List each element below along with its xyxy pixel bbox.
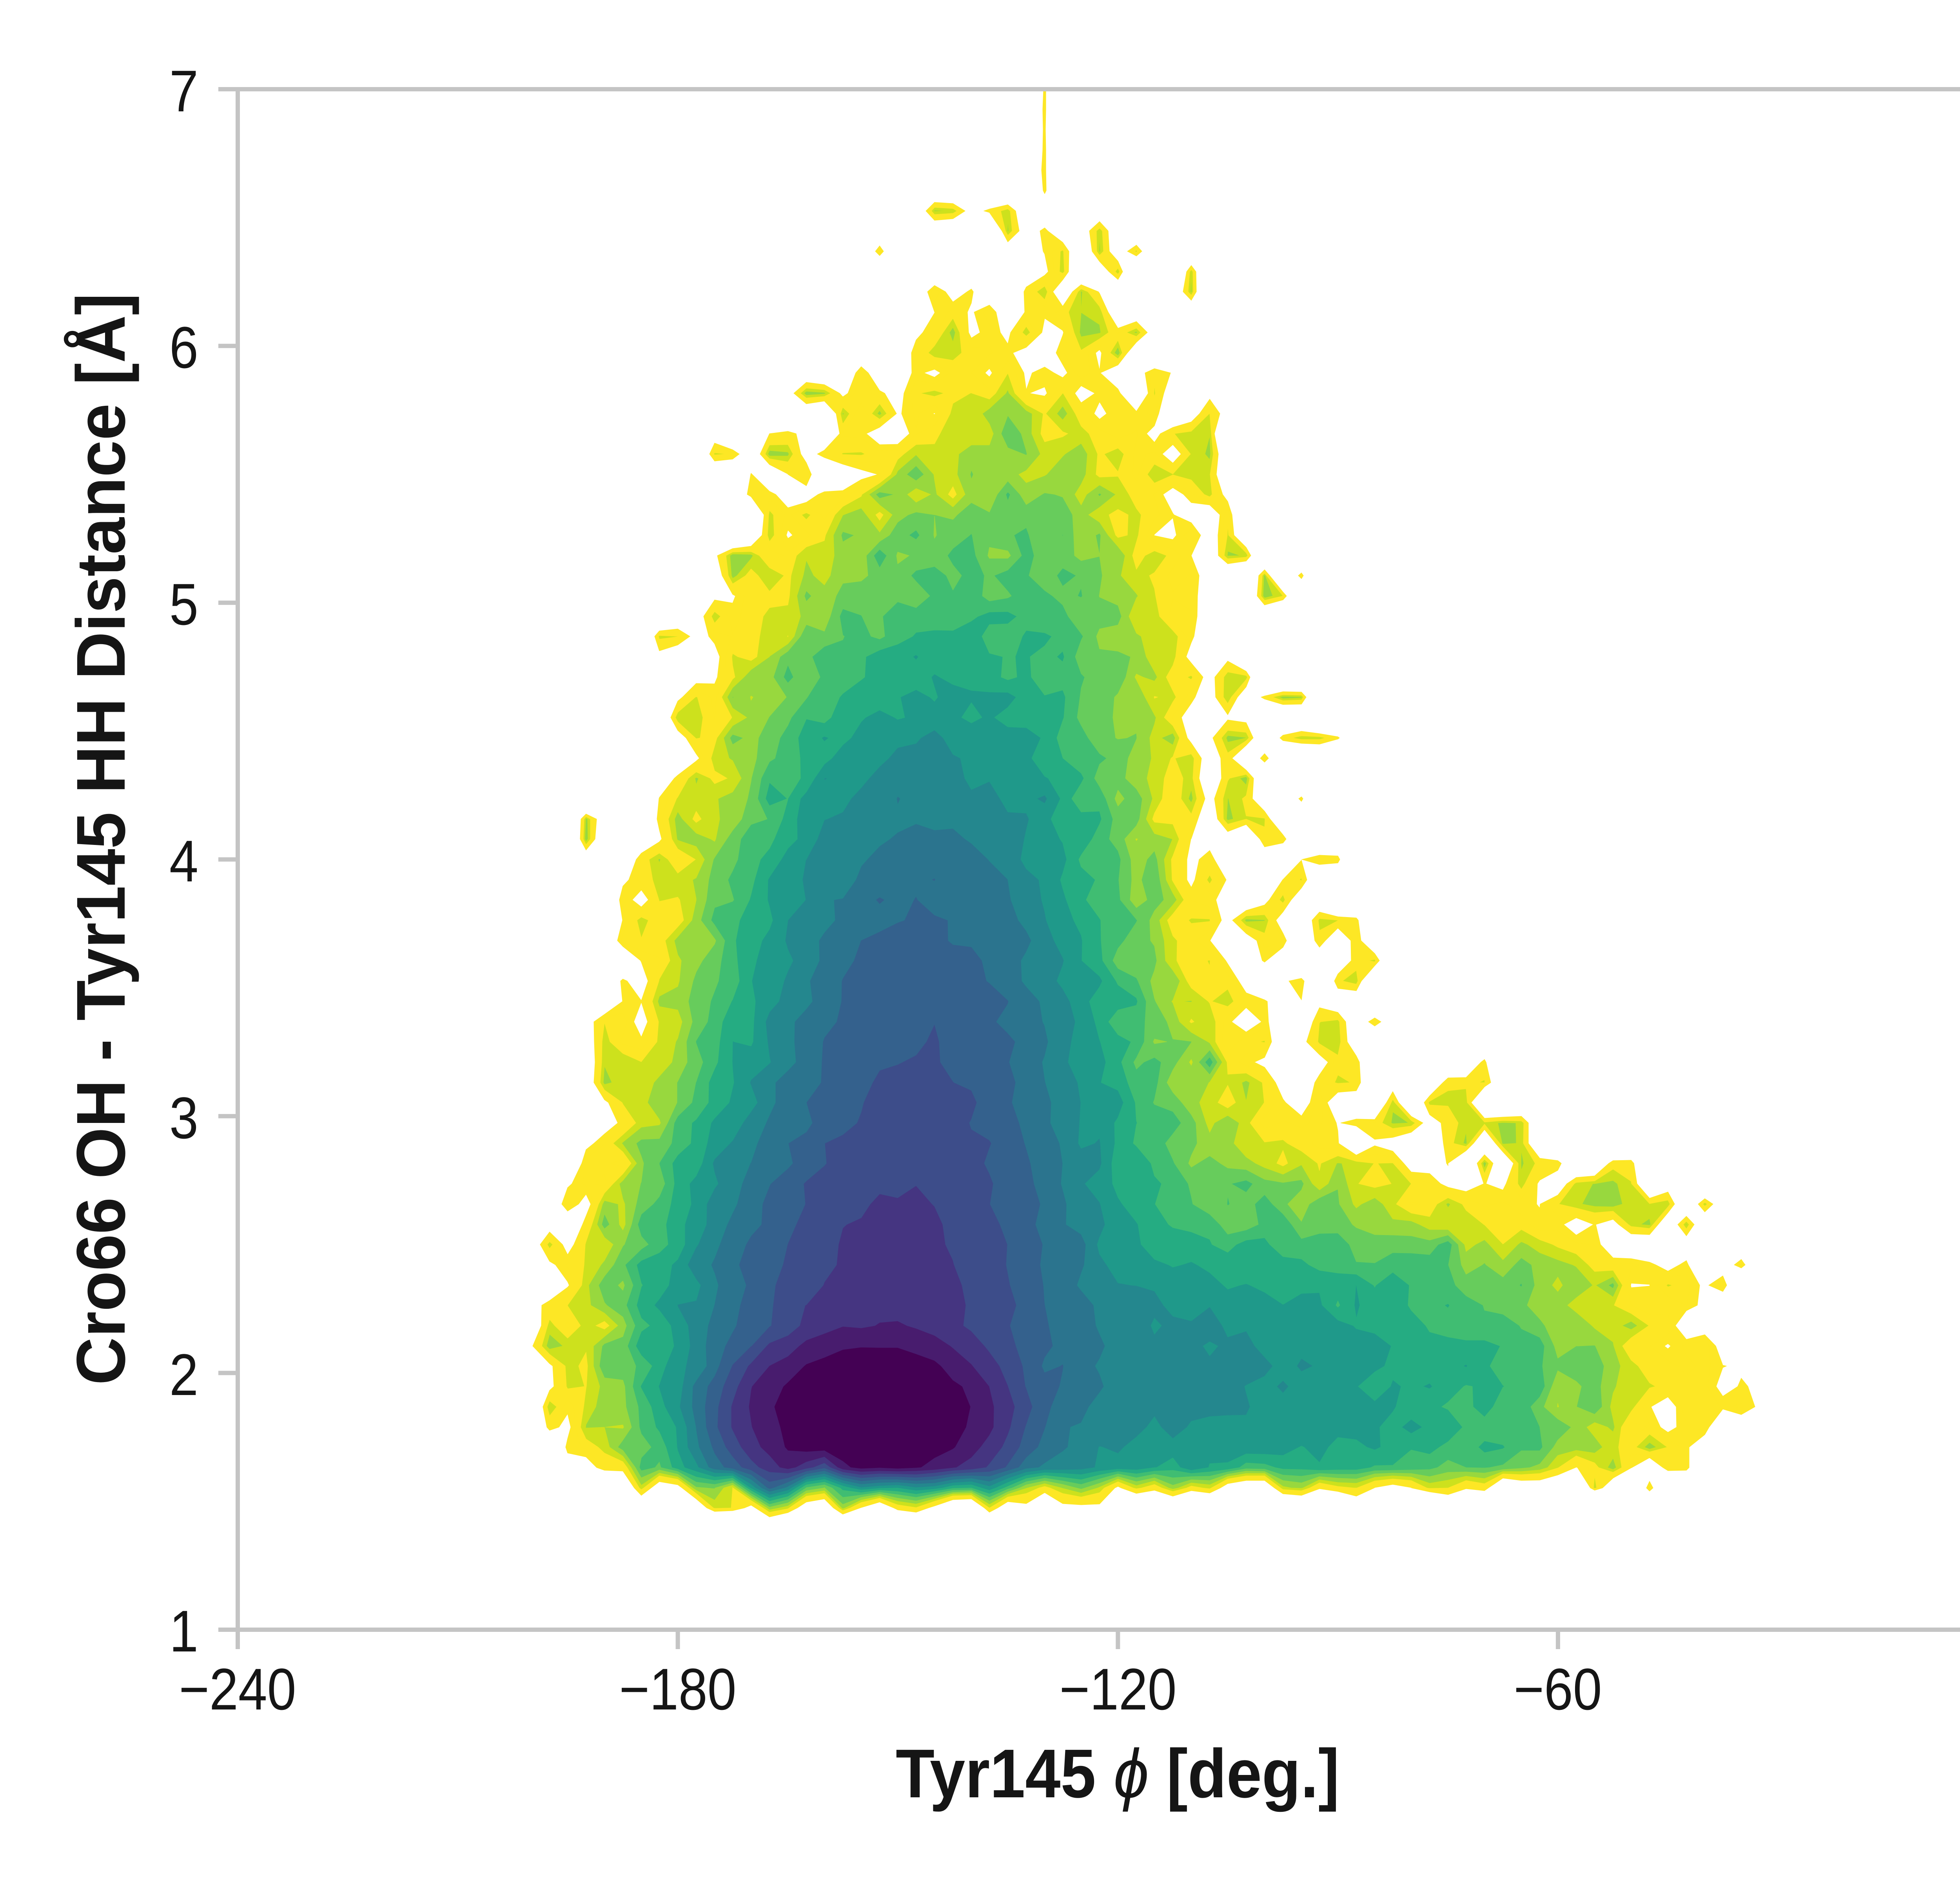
svg-text:6: 6 [169, 314, 198, 380]
svg-text:7: 7 [169, 58, 198, 124]
svg-text:−60: −60 [1514, 1656, 1602, 1722]
svg-text:3: 3 [169, 1085, 198, 1151]
svg-text:2: 2 [169, 1342, 198, 1408]
svg-text:−240: −240 [179, 1656, 296, 1722]
svg-text:−120: −120 [1060, 1656, 1177, 1722]
svg-text:1: 1 [169, 1598, 198, 1664]
svg-text:Tyr145 ϕ [deg.]: Tyr145 ϕ [deg.] [896, 1735, 1339, 1812]
svg-text:−180: −180 [619, 1656, 737, 1722]
svg-text:Cro66 OH - Tyr145 HH Distance: Cro66 OH - Tyr145 HH Distance [Å] [63, 293, 140, 1385]
svg-text:4: 4 [169, 828, 198, 894]
svg-text:5: 5 [169, 571, 198, 637]
